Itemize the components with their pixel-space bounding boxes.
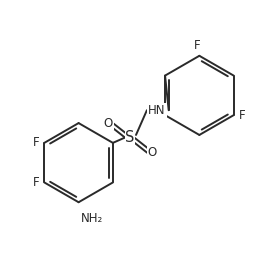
Text: S: S bbox=[125, 130, 135, 145]
Text: O: O bbox=[104, 117, 113, 129]
Text: F: F bbox=[33, 176, 39, 189]
Text: F: F bbox=[239, 109, 245, 122]
Text: F: F bbox=[194, 39, 201, 52]
Text: F: F bbox=[33, 136, 39, 149]
Text: NH₂: NH₂ bbox=[81, 212, 103, 225]
Text: O: O bbox=[147, 146, 156, 159]
Text: HN: HN bbox=[148, 104, 165, 117]
